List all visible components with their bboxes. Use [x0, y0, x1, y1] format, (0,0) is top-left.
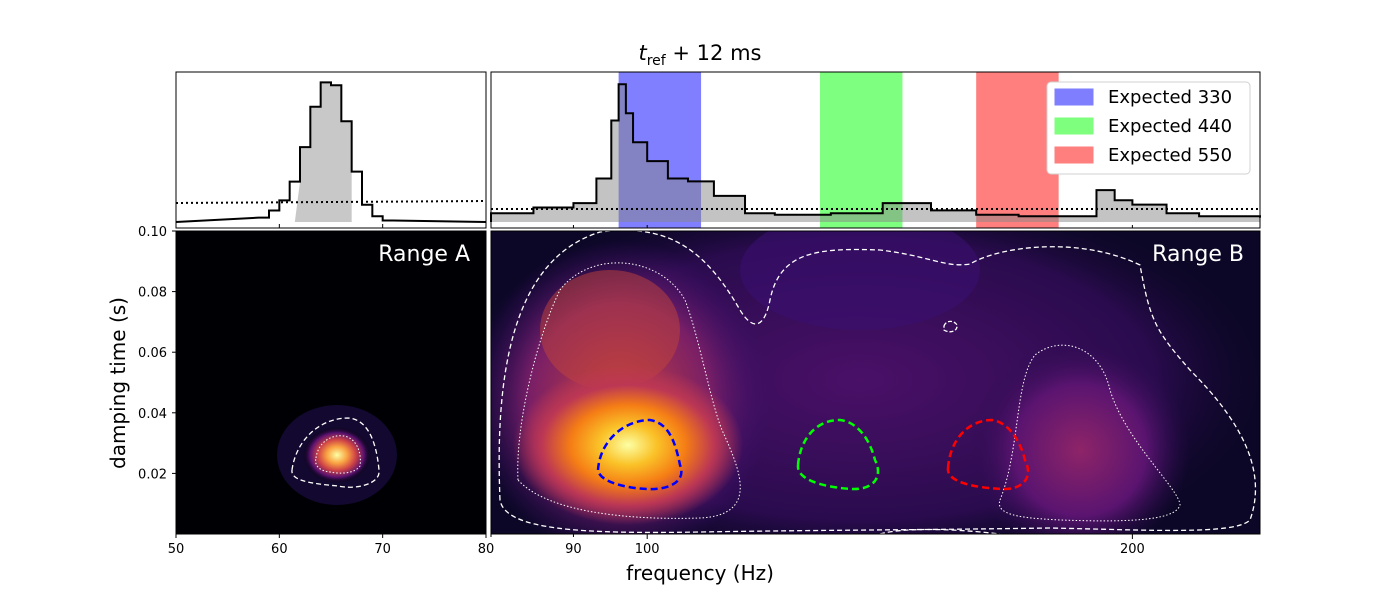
contour-bottom-b	[879, 528, 1001, 534]
panel-label-b: Range B	[1152, 242, 1244, 267]
x-tick-label-b-2: 100	[635, 542, 660, 557]
density-peak-a	[303, 427, 371, 483]
legend-label-0: Expected 330	[1108, 87, 1232, 108]
posterior-histogram-b	[490, 83, 1261, 222]
posterior-histogram-a	[175, 81, 487, 223]
contour-inner-a	[315, 435, 361, 474]
contour-mid-b2	[998, 344, 1181, 522]
x-axis-b: 90 100 200	[490, 225, 1145, 557]
legend-label-1: Expected 440	[1108, 116, 1232, 137]
x-axis-label: frequency (Hz)	[626, 561, 774, 585]
expected-band-1	[819, 72, 903, 228]
contour-outer-b	[498, 231, 1257, 534]
x-tick-label-a-0: 50	[168, 542, 185, 557]
chart-title: tref + 12 ms	[639, 41, 762, 69]
x-tick-label-a-3: 80	[478, 542, 495, 557]
prior-line-a	[175, 200, 487, 204]
legend-swatch-2	[1054, 146, 1094, 164]
legend: Expected 330 Expected 440 Expected 550	[1046, 81, 1251, 175]
y-tick-label-2: 0.06	[138, 346, 167, 361]
legend-swatch-1	[1054, 117, 1094, 135]
expected-330-contour	[596, 418, 683, 491]
x-tick-label-a-2: 70	[374, 542, 391, 557]
contour-outer-a	[291, 417, 380, 488]
y-tick-label-4: 0.10	[138, 225, 167, 240]
legend-label-2: Expected 550	[1108, 145, 1232, 166]
y-axis-label: damping time (s)	[106, 297, 130, 469]
credible-region-b	[491, 84, 1260, 222]
y-axis: 0.02 0.04 0.06 0.08 0.10	[138, 225, 176, 482]
density-peak-b	[513, 365, 743, 525]
x-tick-label-b-1: 90	[565, 542, 582, 557]
y-tick-label-0: 0.02	[138, 467, 167, 482]
panel-label-a: Range A	[378, 242, 470, 267]
y-tick-label-3: 0.08	[138, 286, 167, 301]
x-axis-a: 50 60 70 80	[168, 224, 495, 557]
x-tick-label-b-3: 200	[1120, 542, 1145, 557]
credible-region-a	[294, 82, 352, 222]
expected-band-2	[976, 72, 1059, 228]
heatmap-panel-a: Range A	[175, 230, 487, 535]
histogram-panel-a	[175, 71, 487, 229]
expected-550-contour	[946, 418, 1030, 491]
x-tick-label-a-1: 60	[271, 542, 288, 557]
y-tick-label-1: 0.04	[138, 407, 167, 422]
expected-440-contour	[796, 418, 880, 491]
legend-swatch-0	[1054, 88, 1094, 106]
heatmap-panel-b: Range B	[490, 230, 1261, 535]
